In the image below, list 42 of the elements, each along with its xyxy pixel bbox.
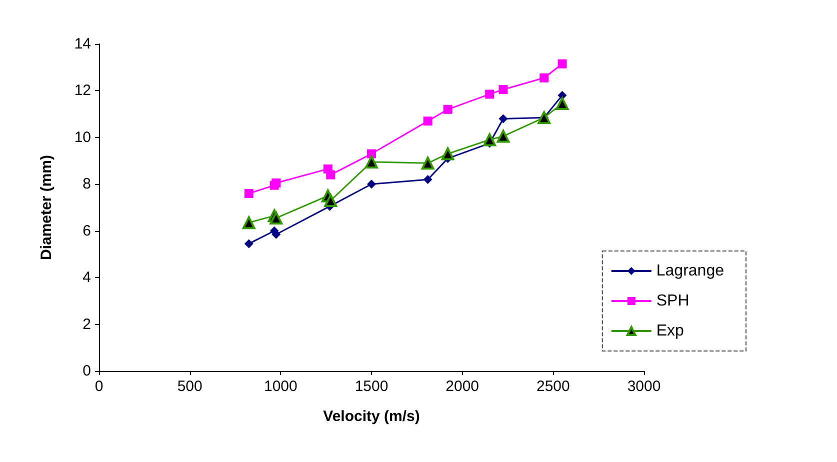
point [324, 194, 338, 207]
point [498, 85, 508, 94]
legend-label: Lagrange [656, 262, 724, 280]
point [496, 130, 510, 143]
point [556, 97, 569, 110]
point [270, 212, 283, 225]
y-tick-label: 14 [74, 36, 91, 52]
y-tick-label: 2 [82, 316, 91, 333]
point [540, 73, 549, 82]
y-tick-label: 12 [74, 82, 91, 100]
point [483, 133, 496, 146]
point [423, 116, 432, 126]
y-tick-label: 8 [82, 176, 91, 193]
y-tick-label: 6 [82, 222, 91, 240]
y-tick-label: 4 [82, 269, 91, 286]
x-axis-title: Velocity (m/s) [323, 408, 420, 425]
point [272, 178, 281, 188]
legend-label: SPH [656, 292, 690, 310]
x-tick-label: 1500 [354, 378, 388, 395]
point [367, 180, 376, 189]
y-tick-label: 0 [82, 362, 91, 380]
x-tick-label: 2500 [536, 378, 570, 395]
point [498, 114, 508, 124]
point [244, 188, 254, 198]
point [326, 170, 336, 180]
x-tick-label: 0 [94, 378, 104, 395]
point [485, 90, 494, 99]
point [242, 216, 256, 230]
point [244, 239, 254, 248]
point [423, 174, 432, 184]
x-tick-label: 2000 [446, 378, 480, 395]
legend-label: Exp [656, 322, 684, 340]
point [365, 155, 378, 168]
y-axis-title: Diameter (mm) [38, 154, 55, 260]
point [441, 147, 454, 160]
x-tick-label: 500 [177, 378, 202, 395]
point [421, 156, 434, 170]
point [443, 104, 452, 114]
x-tick-label: 3000 [627, 378, 661, 395]
y-tick-label: 10 [74, 128, 91, 146]
point [558, 59, 567, 68]
x-tick-label: 1000 [264, 378, 298, 395]
